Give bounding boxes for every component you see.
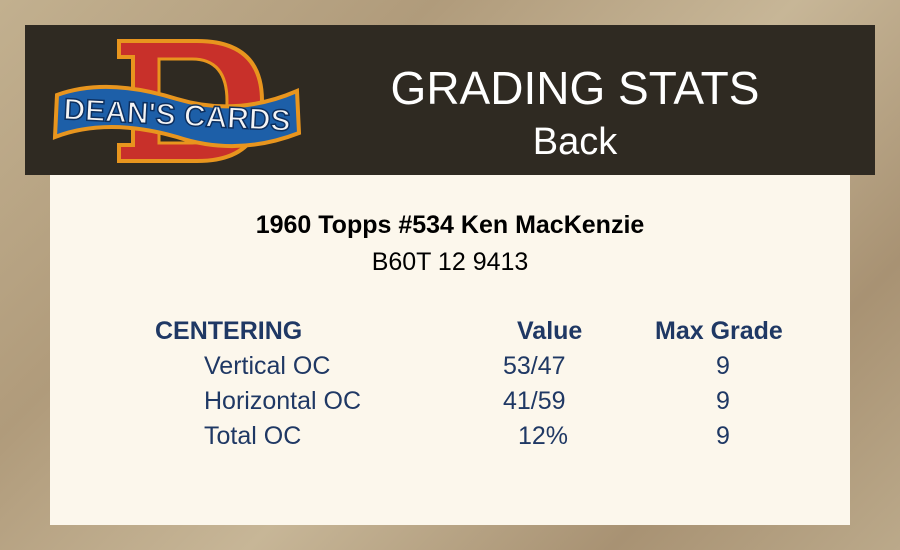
- card-name: 1960 Topps #534 Ken MacKenzie: [255, 211, 645, 239]
- card-code: B60T 12 9413: [371, 248, 529, 276]
- page-subtitle: Back: [532, 121, 618, 163]
- header-banner: DEAN'S CARDS GRADING STATS Back: [25, 25, 875, 175]
- column-header-max-grade: Max Grade: [655, 317, 783, 345]
- row-label: Vertical OC: [204, 352, 331, 380]
- stats-panel: 1960 Topps #534 Ken MacKenzie B60T 12 94…: [50, 175, 850, 525]
- row-label: Total OC: [204, 422, 302, 450]
- page-title: GRADING STATS: [390, 62, 760, 114]
- row-value: 53/47: [503, 352, 566, 380]
- row-value: 41/59: [503, 387, 566, 415]
- section-heading: CENTERING: [155, 317, 303, 345]
- deans-cards-logo: DEAN'S CARDS: [52, 39, 302, 163]
- column-header-value: Value: [517, 317, 583, 345]
- row-max-grade: 9: [716, 422, 730, 450]
- row-max-grade: 9: [716, 387, 730, 415]
- row-max-grade: 9: [716, 352, 730, 380]
- row-value: 12%: [518, 422, 569, 450]
- row-label: Horizontal OC: [204, 387, 361, 415]
